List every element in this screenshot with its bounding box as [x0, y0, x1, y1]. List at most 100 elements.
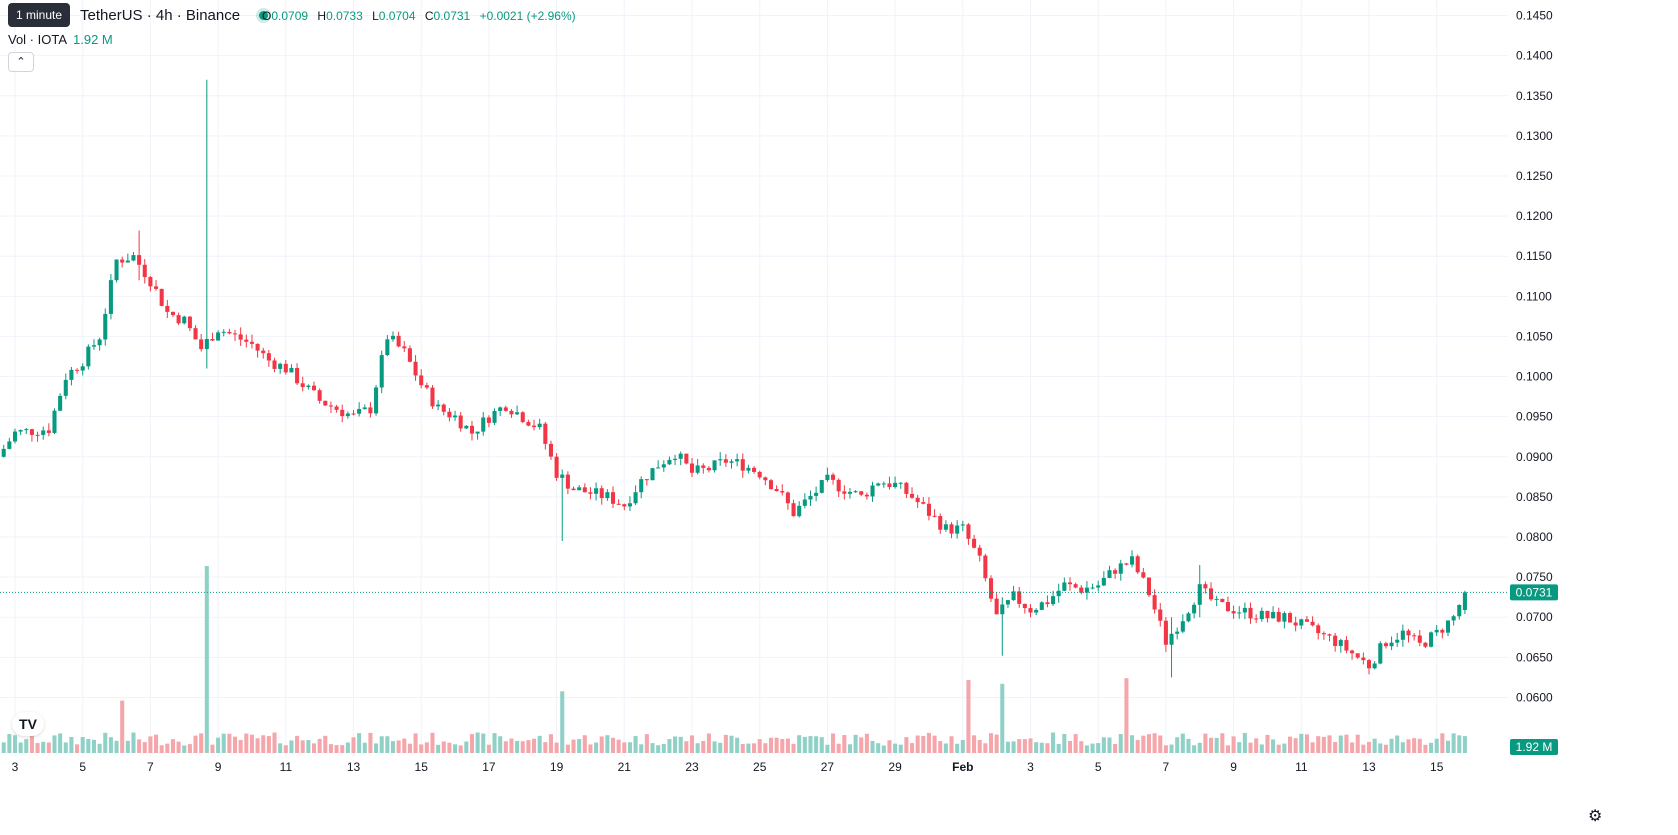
volume-bar	[1073, 734, 1078, 753]
candle-body	[120, 259, 125, 263]
price-tick-label: 0.1300	[1516, 129, 1553, 143]
candle-body	[752, 467, 757, 472]
candle-body	[909, 493, 915, 498]
candle-body	[887, 483, 892, 488]
price-tick-label: 0.1450	[1516, 9, 1553, 23]
candle-body	[46, 430, 51, 433]
volume-bar	[249, 734, 254, 753]
candle-body	[768, 480, 774, 490]
volume-bar	[712, 741, 717, 753]
time-axis[interactable]: 3 5 7 9 11 13 15 17 19 21 23 25 27 29 Feb 3 5 7 9 11 13 15	[12, 760, 1444, 774]
volume-bar	[729, 735, 734, 753]
volume-bar	[785, 738, 790, 753]
volume-bar	[577, 739, 582, 753]
candle-body	[1011, 591, 1016, 601]
candle-body	[780, 491, 785, 493]
candle-body	[436, 404, 441, 407]
price-axis[interactable]: 0.1450 0.1400 0.1350 0.1300 0.1250 0.1200 0.11…	[1510, 9, 1558, 755]
volume-bar	[932, 735, 937, 753]
volume-bar	[774, 737, 779, 753]
candle-body	[357, 409, 362, 414]
candle-body	[334, 406, 339, 410]
volume-bar	[430, 732, 435, 753]
candle-body	[340, 409, 345, 417]
volume-bar	[1462, 736, 1467, 753]
candle-body	[667, 459, 672, 465]
candle-body	[701, 465, 706, 468]
volume-bar	[723, 734, 728, 753]
candle-body	[616, 503, 621, 505]
volume-bar	[1158, 735, 1163, 753]
candle-body	[1152, 595, 1157, 610]
candle-body	[571, 488, 576, 491]
live-status-dot	[259, 11, 268, 20]
open-value: 0.0709	[271, 9, 309, 23]
candle-body	[1175, 631, 1180, 634]
collapse-legend-button[interactable]: ⌃	[8, 52, 34, 72]
volume-legend[interactable]: Vol · IOTA 1.92 M	[8, 32, 113, 47]
candle-body	[1146, 577, 1152, 596]
candle-body	[1051, 596, 1056, 605]
candle-body	[492, 410, 497, 423]
candle-body	[543, 423, 548, 444]
volume-bar	[503, 741, 508, 753]
volume-bar	[859, 737, 864, 753]
candle-body	[972, 538, 977, 548]
candle-body	[272, 360, 277, 369]
candle-body	[1259, 610, 1264, 620]
time-tick-label: 15	[1430, 760, 1444, 774]
candle-body	[1383, 643, 1388, 647]
volume-bar	[1237, 742, 1242, 753]
volume-bar	[278, 743, 283, 753]
volume-bar	[582, 735, 587, 753]
volume-bar	[1276, 744, 1281, 753]
candle-body	[520, 412, 525, 423]
time-tick-label: 25	[753, 760, 767, 774]
candle-body	[165, 305, 170, 312]
candle-body	[706, 467, 711, 471]
volume-bar	[898, 744, 903, 753]
volume-bar	[836, 743, 841, 753]
candle-body	[216, 332, 221, 341]
volume-badge-label: 1.92 M	[1516, 740, 1553, 754]
candle-body	[1254, 618, 1259, 620]
volume-bar	[232, 736, 238, 753]
volume-bar	[1451, 733, 1456, 753]
volume-bar	[1192, 745, 1197, 753]
volume-bar	[204, 566, 209, 753]
candle-body	[187, 316, 192, 329]
volume-bar	[1, 742, 6, 753]
candle-body	[1395, 639, 1400, 643]
volume-bar	[1445, 740, 1451, 753]
volume-bar	[1214, 737, 1219, 753]
volume-bar	[266, 736, 271, 753]
volume-bar	[554, 742, 559, 753]
volume-bar	[735, 737, 740, 753]
candle-body	[1423, 642, 1428, 647]
volume-bar	[351, 737, 356, 753]
volume-bar	[481, 733, 486, 753]
candle-body	[1344, 640, 1349, 651]
settings-gear-icon[interactable]: ⚙	[1588, 808, 1603, 825]
tradingview-logo-icon[interactable]: TV	[12, 712, 44, 736]
volume-bar	[193, 735, 198, 753]
volume-bar	[1383, 744, 1388, 753]
symbol-title[interactable]: TetherUS · 4h · Binance	[80, 7, 241, 24]
candle-body	[1186, 613, 1191, 622]
candle-body	[582, 487, 587, 493]
candle-body	[983, 555, 988, 579]
candle-body	[430, 387, 435, 407]
candle-body	[966, 524, 971, 539]
candle-body	[12, 431, 18, 442]
candle-body	[819, 480, 824, 493]
volume-bar	[1406, 739, 1411, 753]
candle-body	[1073, 584, 1078, 588]
candle-body	[204, 338, 209, 350]
volume-bar	[1039, 742, 1044, 753]
time-tick-label: 19	[550, 760, 564, 774]
volume-bar	[594, 742, 599, 753]
volume-bar	[148, 736, 153, 753]
volume-bar	[977, 739, 982, 753]
volume-bar	[1067, 740, 1073, 753]
